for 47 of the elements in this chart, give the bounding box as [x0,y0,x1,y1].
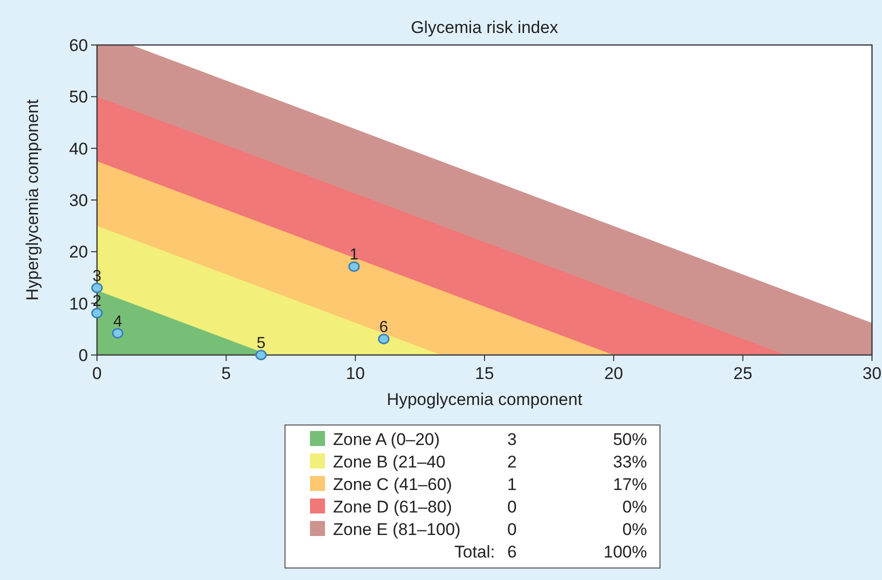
y-tick-label: 0 [78,346,88,365]
text: Total: [454,542,495,562]
text: 100% [604,542,647,562]
annotation: 1 [350,246,359,264]
point [348,261,360,272]
point [255,350,267,360]
x-tick-label: 10 [346,364,365,383]
text: 17% [612,475,647,494]
annotation: 4 [113,313,122,330]
text: 6 [507,542,517,562]
x-axis-title: Hypoglycemia component [386,390,583,409]
legend-label: Zone D (61–80) [333,498,452,516]
x-tick-label: 30 [862,364,882,383]
text: 0 [507,498,517,516]
y-tick-label: 10 [69,294,88,314]
text: 33% [612,452,647,472]
point [91,282,103,294]
x-tick-label: 20 [604,364,624,383]
point [91,308,103,318]
legend-label: Zone B (21–40 [333,452,446,472]
text: 50% [612,430,647,449]
text: 3 [507,430,517,449]
y-axis-title: Hyperglycemia component [23,99,42,301]
x-tick-label: 15 [475,364,494,383]
x-tick-label: 5 [221,364,231,383]
legend-label: Zone A (0–20) [333,430,440,449]
chart-title: Glycemia risk index [410,18,559,37]
x-tick-label: 25 [733,364,752,383]
annotation: 5 [256,335,266,352]
annotation: 3 [92,268,102,285]
y-tick-label: 20 [69,242,88,262]
text: 0 [507,520,517,539]
y-tick-label: 30 [69,191,88,210]
annotation: 6 [379,318,388,336]
annotation: 2 [92,293,102,310]
text: 0% [622,520,647,539]
y-tick-label: 40 [69,139,88,158]
y-tick-label: 50 [69,88,88,107]
text: 0% [622,498,647,516]
point [378,334,390,344]
y-tick-label: 60 [69,36,88,55]
legend-label: Zone C (41–60) [333,475,452,494]
legend-label: Zone E (81–100) [333,520,461,539]
text: 2 [507,452,517,472]
point [112,328,124,339]
x-tick-label: 0 [92,364,102,383]
text: 1 [507,475,517,494]
